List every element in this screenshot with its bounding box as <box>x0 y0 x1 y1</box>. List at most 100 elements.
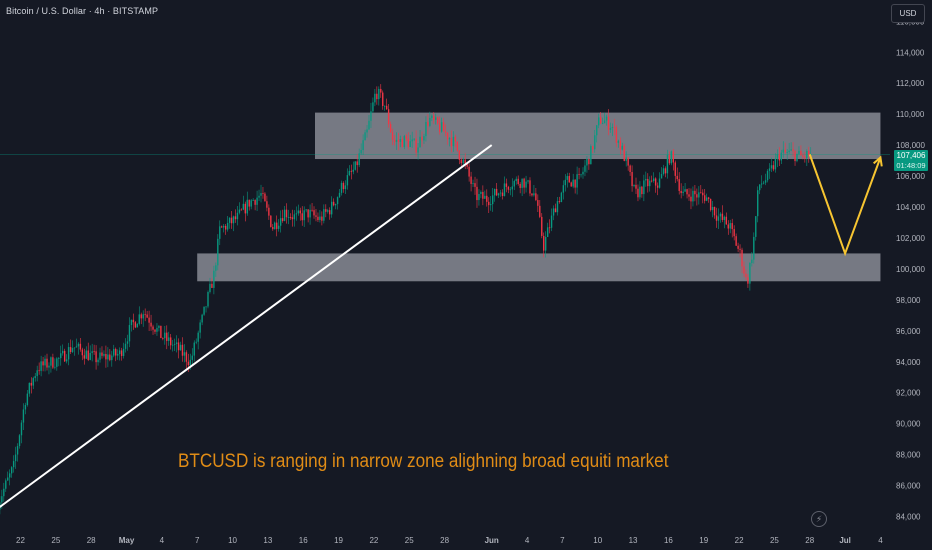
candle-body <box>409 141 411 148</box>
candle-body <box>798 150 800 154</box>
candle-body <box>140 314 142 319</box>
candle-body <box>268 207 270 216</box>
candle-body <box>391 132 394 140</box>
candle-body <box>733 229 735 237</box>
candle-body <box>501 192 504 196</box>
candle-body <box>413 138 415 140</box>
symbol-title[interactable]: Bitcoin / U.S. Dollar · 4h · BITSTAMP <box>6 6 159 16</box>
candle-body <box>401 139 404 148</box>
candle-body <box>527 180 529 182</box>
candle-body <box>277 225 280 229</box>
candle-body <box>462 159 464 164</box>
candle-body <box>30 382 32 386</box>
candle-body <box>87 350 89 360</box>
candle-body <box>731 223 733 230</box>
candle-body <box>421 136 423 141</box>
candle-body <box>191 355 193 360</box>
candle-body <box>800 150 802 156</box>
candle-body <box>382 92 384 106</box>
candle-body <box>541 216 543 236</box>
candle-body <box>672 151 675 163</box>
candle-body <box>490 204 492 206</box>
candle-body <box>808 150 810 155</box>
currency-button[interactable]: USD <box>891 4 925 23</box>
candle-body <box>338 192 341 198</box>
candle-body <box>688 194 690 197</box>
candle-body <box>20 422 23 436</box>
candle-body <box>378 88 380 100</box>
candle-body <box>285 209 288 218</box>
candle-body <box>281 218 284 222</box>
candle-body <box>804 156 806 159</box>
candle-body <box>209 283 211 292</box>
candle-body <box>576 174 578 188</box>
candle-body <box>521 178 523 188</box>
candle-body <box>283 209 286 222</box>
candle-body <box>643 180 645 195</box>
candle-body <box>651 180 653 182</box>
candle-body <box>741 249 743 267</box>
candle-body <box>230 217 233 224</box>
candle-body <box>221 226 223 228</box>
candle-body <box>293 214 296 220</box>
candle-body <box>705 197 708 201</box>
candle-body <box>352 169 354 172</box>
candle-body <box>678 179 680 191</box>
candle-body <box>766 170 769 181</box>
candle-body <box>729 223 731 229</box>
candle-body <box>185 352 188 362</box>
candle-body <box>590 146 592 165</box>
candle-body <box>307 209 309 218</box>
candle-body <box>627 157 629 166</box>
candle-body <box>301 213 303 221</box>
candle-body <box>162 338 164 339</box>
candle-body <box>572 179 574 187</box>
candle-body <box>649 180 651 187</box>
candle-body <box>332 201 335 206</box>
candle-body <box>505 183 508 187</box>
candle-body <box>519 184 521 188</box>
candle-body <box>625 157 627 161</box>
candle-body <box>782 149 784 153</box>
candle-body <box>152 326 154 330</box>
y-tick-label: 88,000 <box>896 451 921 460</box>
candle-body <box>260 193 262 196</box>
candle-body <box>85 350 87 359</box>
candle-body <box>778 154 781 161</box>
candle-body <box>93 351 95 353</box>
candle-body <box>164 332 166 339</box>
candle-body <box>14 454 17 462</box>
candle-body <box>407 138 409 148</box>
candle-body <box>517 178 519 185</box>
y-tick-label: 104,000 <box>896 203 925 212</box>
candle-body <box>647 178 649 187</box>
candle-body <box>399 139 402 142</box>
candle-body <box>327 210 329 212</box>
candle-body <box>380 88 382 93</box>
candle-body <box>707 197 710 199</box>
candle-body <box>297 210 300 214</box>
candle-body <box>696 194 698 198</box>
annotation-text[interactable]: BTCUSD is ranging in narrow zone alighni… <box>178 451 669 472</box>
candle-body <box>362 140 364 151</box>
candle-body <box>3 488 5 497</box>
candle-body <box>403 135 406 148</box>
candle-body <box>83 355 86 359</box>
candle-body <box>764 180 767 183</box>
y-tick-label: 108,000 <box>896 141 925 150</box>
candle-body <box>97 359 99 363</box>
candle-body <box>303 210 305 221</box>
candle-body <box>287 217 290 219</box>
candle-body <box>317 216 319 220</box>
candle-body <box>629 165 631 172</box>
candle-body <box>109 354 111 361</box>
candle-body <box>474 183 476 187</box>
candle-body <box>350 170 353 172</box>
candle-body <box>370 111 372 121</box>
candle-body <box>67 347 70 360</box>
lightning-icon[interactable]: ⚡ <box>811 511 827 527</box>
candle-body <box>254 200 256 205</box>
candle-body <box>38 370 40 372</box>
